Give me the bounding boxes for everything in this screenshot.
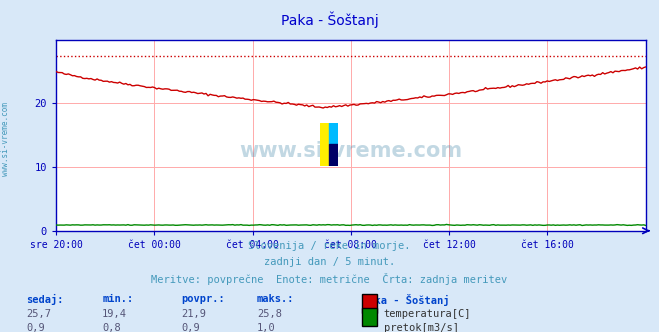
- Text: 25,7: 25,7: [26, 309, 51, 319]
- Text: Paka - Šoštanj: Paka - Šoštanj: [362, 294, 450, 306]
- Text: temperatura[C]: temperatura[C]: [384, 309, 471, 319]
- Text: zadnji dan / 5 minut.: zadnji dan / 5 minut.: [264, 257, 395, 267]
- Text: povpr.:: povpr.:: [181, 294, 225, 304]
- Text: 1,0: 1,0: [257, 323, 275, 332]
- Text: sedaj:: sedaj:: [26, 294, 64, 305]
- Text: www.si-vreme.com: www.si-vreme.com: [239, 140, 463, 161]
- Text: 19,4: 19,4: [102, 309, 127, 319]
- Text: 0,9: 0,9: [181, 323, 200, 332]
- Text: 21,9: 21,9: [181, 309, 206, 319]
- Text: 25,8: 25,8: [257, 309, 282, 319]
- Text: min.:: min.:: [102, 294, 133, 304]
- Text: maks.:: maks.:: [257, 294, 295, 304]
- Text: 0,9: 0,9: [26, 323, 45, 332]
- Text: www.si-vreme.com: www.si-vreme.com: [1, 103, 10, 176]
- Bar: [329, 144, 338, 166]
- Text: 0,8: 0,8: [102, 323, 121, 332]
- Text: Meritve: povprečne  Enote: metrične  Črta: zadnja meritev: Meritve: povprečne Enote: metrične Črta:…: [152, 273, 507, 285]
- Text: Slovenija / reke in morje.: Slovenija / reke in morje.: [248, 241, 411, 251]
- Text: pretok[m3/s]: pretok[m3/s]: [384, 323, 459, 332]
- Bar: [320, 123, 329, 166]
- Bar: [329, 123, 338, 144]
- Text: Paka - Šoštanj: Paka - Šoštanj: [281, 12, 378, 28]
